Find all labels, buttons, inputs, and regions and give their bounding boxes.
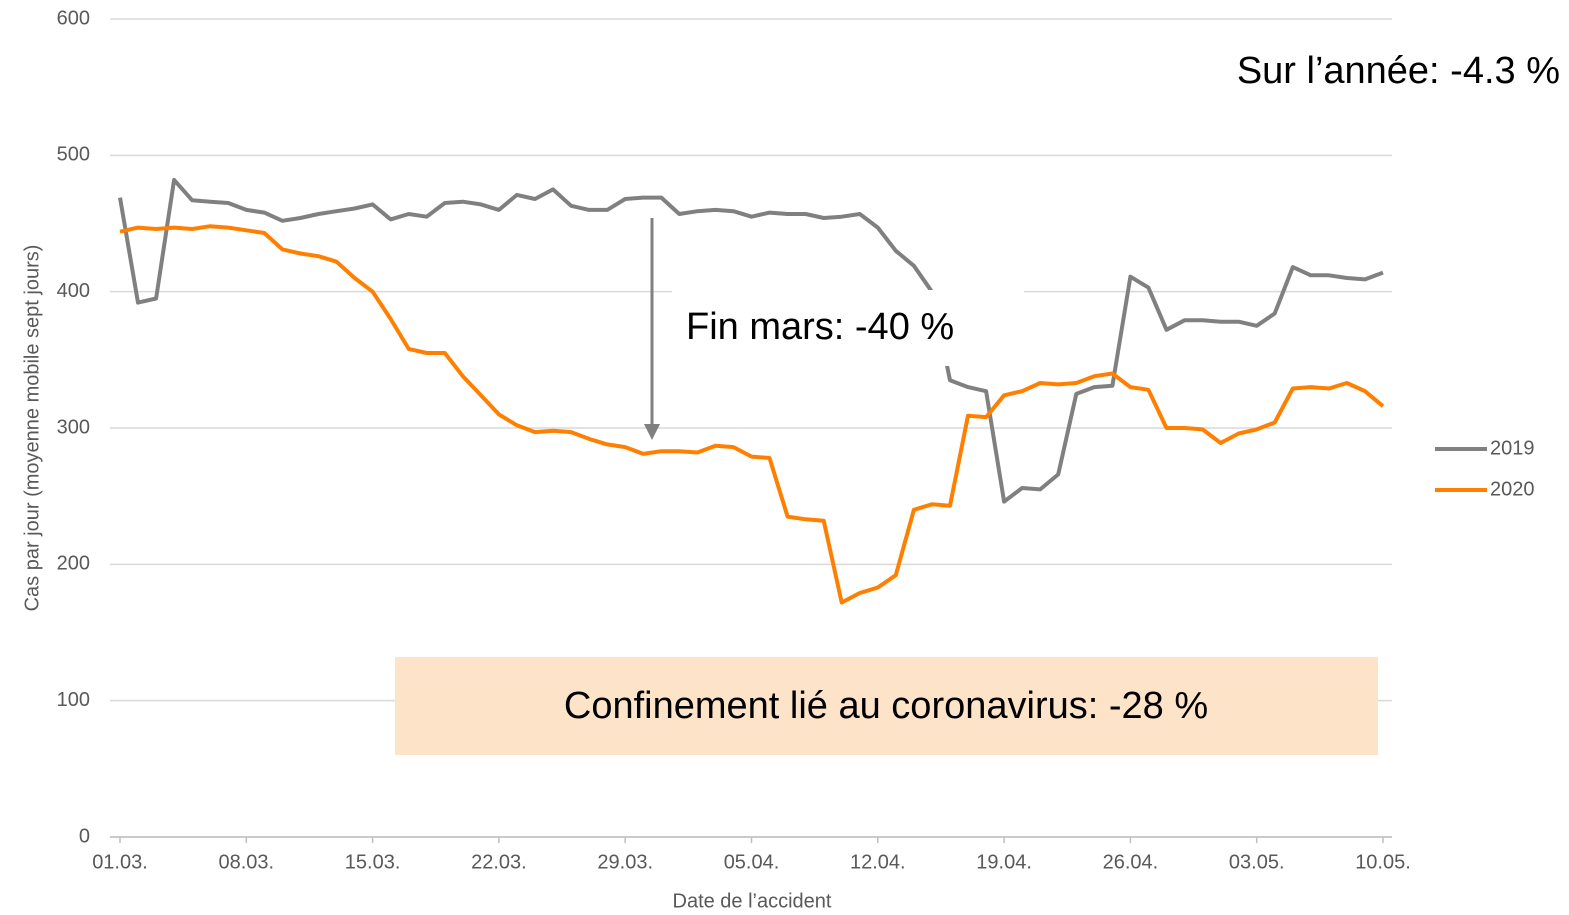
series-line (118, 177, 1384, 504)
annotations: Confinement lié au coronavirus: -28 % Fi… (395, 50, 1560, 755)
x-axis-label: Date de l’accident (673, 890, 832, 912)
plot (118, 177, 1385, 605)
x-tick-label: 05.04. (724, 851, 780, 873)
y-tick-label: 500 (57, 144, 90, 166)
x-tick-label: 12.04. (850, 851, 906, 873)
x-tick-label: 29.03. (597, 851, 653, 873)
x-tick-label: 01.03. (92, 851, 148, 873)
x-tick-label: 08.03. (218, 851, 274, 873)
x-tick-label: 03.05. (1229, 851, 1285, 873)
legend-label: 2020 (1490, 478, 1535, 500)
series-line (119, 224, 1385, 605)
x-tick-label: 22.03. (471, 851, 527, 873)
y-tick-label: 400 (57, 280, 90, 302)
x-tick-label: 15.03. (345, 851, 401, 873)
legend-label: 2019 (1490, 437, 1535, 459)
y-tick-label: 300 (57, 416, 90, 438)
y-axis-label: Cas par jour (moyenne mobile sept jours) (21, 245, 43, 612)
annotation-bg (672, 290, 1024, 366)
y-tick-label: 200 (57, 553, 90, 575)
grid: 0 100 200 300 400 500 600 01.03. 08.03. 15.03. 22.… (57, 7, 1535, 873)
y-tick-label: 100 (57, 689, 90, 711)
annotation: Fin mars: -40 % (686, 306, 954, 348)
y-tick-label: 0 (79, 825, 90, 847)
x-tick-label: 10.05. (1355, 851, 1411, 873)
x-tick-label: 26.04. (1103, 851, 1159, 873)
annotation: Sur l’année: -4.3 % (1237, 50, 1560, 92)
y-tick-label: 600 (57, 7, 90, 29)
annotation: Confinement lié au coronavirus: -28 % (564, 685, 1208, 727)
annotation-box (395, 657, 1378, 755)
x-tick-label: 19.04. (976, 851, 1032, 873)
arrow-head (644, 424, 660, 440)
